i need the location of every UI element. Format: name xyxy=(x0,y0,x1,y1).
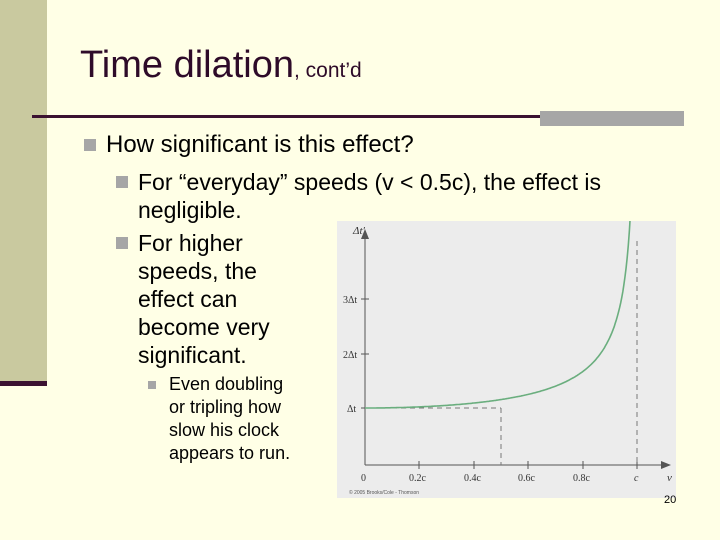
x-tick-label: 0.8c xyxy=(573,473,591,484)
bullet-level2-everyday: For “everyday” speeds (v < 0.5c), the ef… xyxy=(116,168,676,224)
y-tick-label: 3Δt xyxy=(343,295,357,306)
x-tick-label: 0.4c xyxy=(464,473,482,484)
title-rule xyxy=(32,115,684,118)
time-dilation-graph: Δt′ v 3Δt 2Δt Δt 0 0.2c 0.4c 0.6c 0.8c c… xyxy=(337,221,676,498)
page-number: 20 xyxy=(664,494,677,506)
y-tick-label: Δt xyxy=(347,404,356,415)
bullet-text: Even doubling or tripling how slow his c… xyxy=(169,374,291,463)
dilation-curve xyxy=(365,221,631,409)
bullet-text: How significant is this effect? xyxy=(106,131,414,158)
copyright-text: © 2005 Brooks/Cole - Thomson xyxy=(349,489,419,496)
bullet-level3-doubling: Even doubling or tripling how slow his c… xyxy=(148,373,298,465)
y-axis-label: Δt′ xyxy=(352,225,366,237)
x-tick-label: 0.6c xyxy=(518,473,536,484)
graph-panel xyxy=(337,221,676,498)
title-main: Time dilation xyxy=(80,44,295,86)
slide-title: Time dilation, cont’d xyxy=(80,44,362,87)
bullet-square-icon xyxy=(116,237,128,249)
bullet-square-icon xyxy=(84,139,96,151)
bullet-text: For higher speeds, the effect can become… xyxy=(138,230,270,368)
x-axis-arrow-icon xyxy=(661,461,671,469)
y-tick-label: 2Δt xyxy=(343,350,357,361)
title-rule-accent xyxy=(540,111,684,126)
bullet-text: For “everyday” speeds (v < 0.5c), the ef… xyxy=(138,169,601,223)
bullet-level2-higher: For higher speeds, the effect can become… xyxy=(116,229,316,369)
x-tick-label: 0.2c xyxy=(409,473,427,484)
sidebar-stripe xyxy=(0,0,47,383)
bullet-level1: How significant is this effect? xyxy=(84,131,414,159)
sidebar-base-bar xyxy=(0,381,47,386)
x-axis-label: v xyxy=(667,472,672,484)
y-axis-arrow-icon xyxy=(361,229,369,239)
x-tick-label: 0 xyxy=(361,473,366,484)
title-suffix: , cont’d xyxy=(294,59,362,82)
bullet-square-icon xyxy=(116,176,128,188)
x-tick-label: c xyxy=(634,473,639,484)
bullet-square-icon xyxy=(148,381,156,389)
